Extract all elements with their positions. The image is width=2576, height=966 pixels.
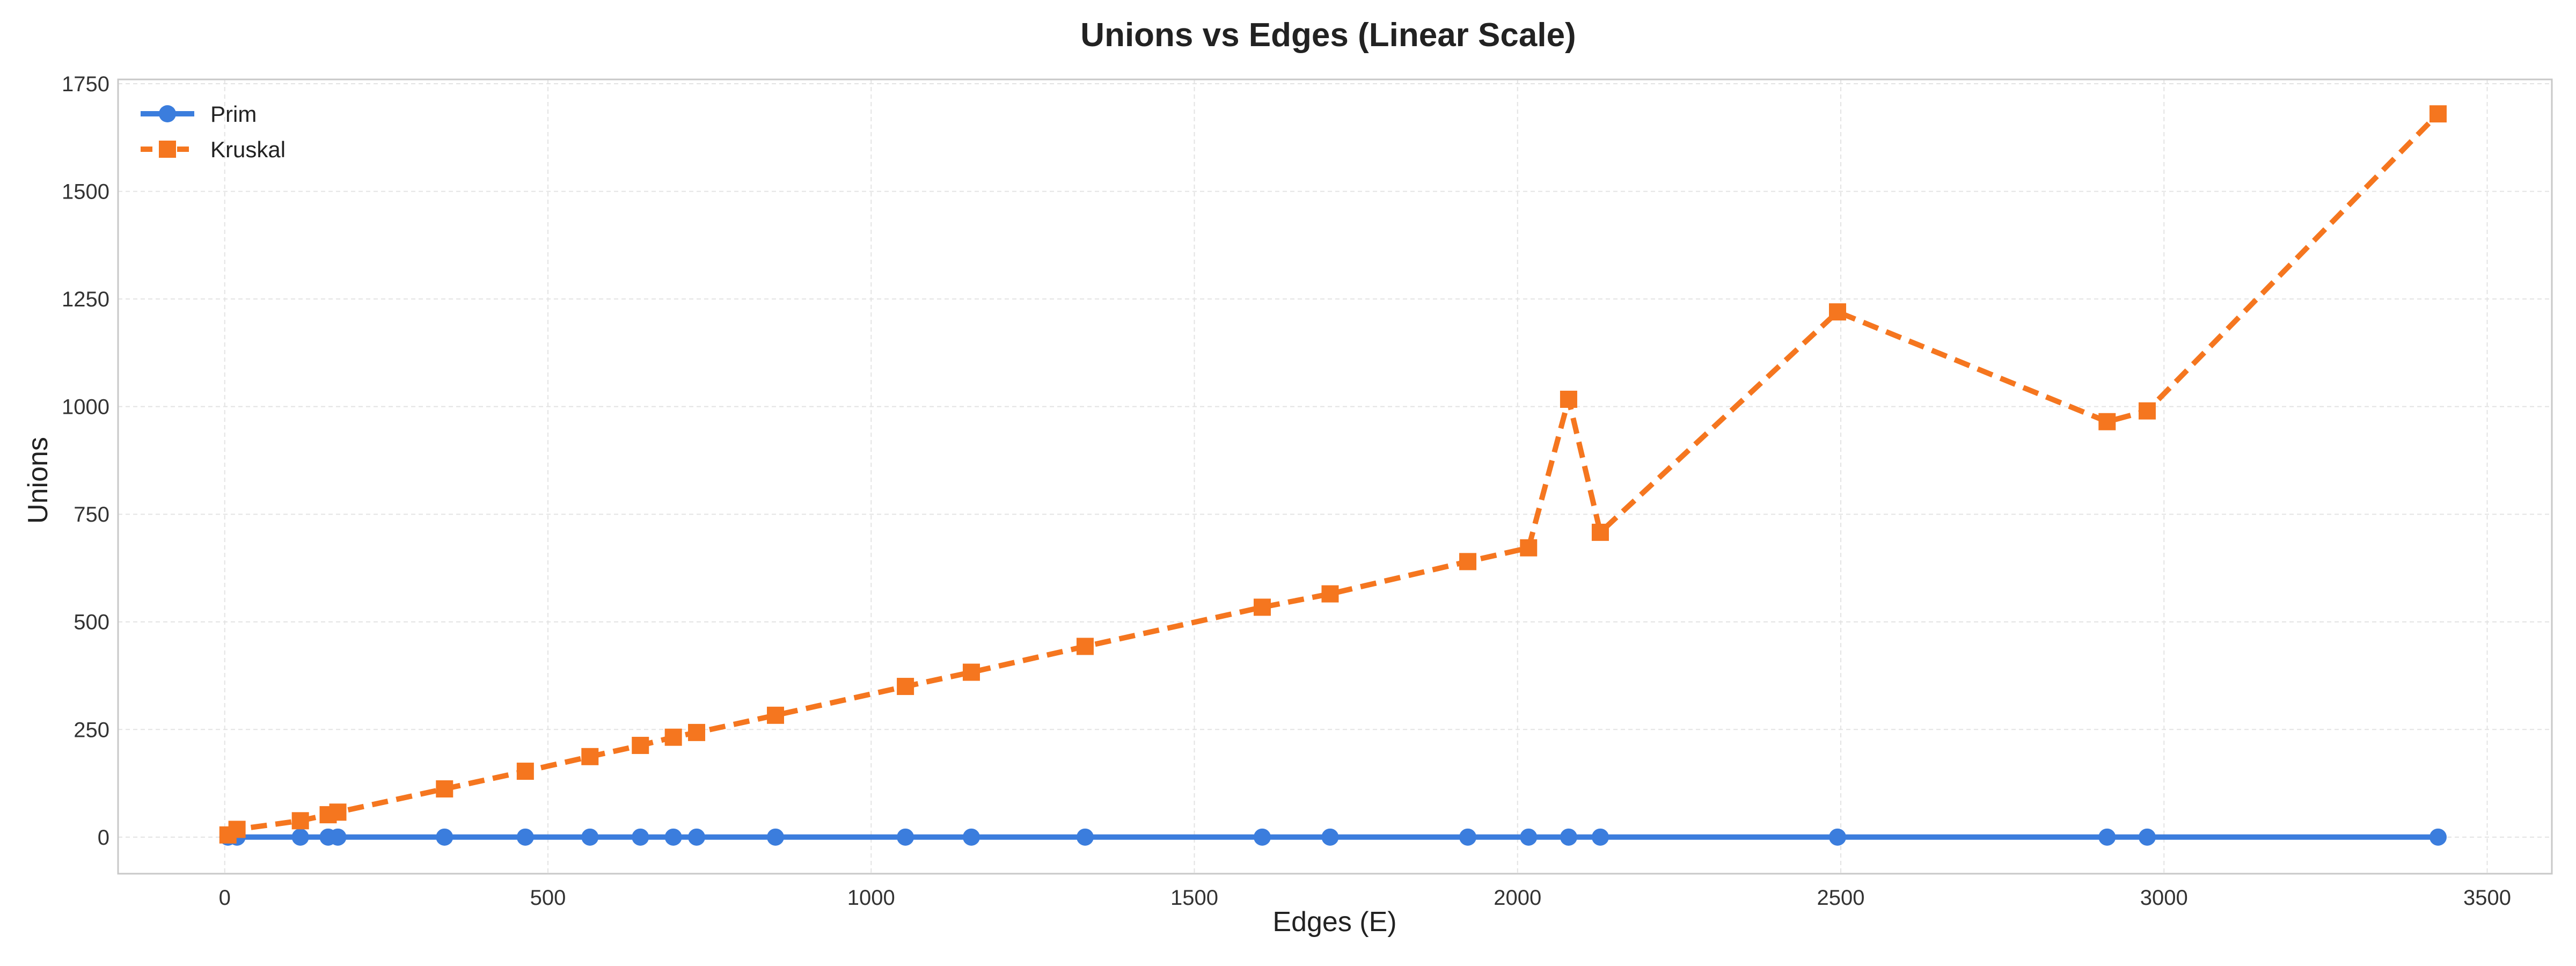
- data-point: [1560, 828, 1577, 846]
- data-point: [1321, 828, 1339, 846]
- y-tick-label: 1000: [62, 396, 109, 419]
- chart-title: Unions vs Edges (Linear Scale): [1080, 17, 1576, 54]
- y-axis-label: Unions: [23, 437, 54, 524]
- data-point: [1253, 828, 1271, 846]
- series-kruskal: [219, 105, 2447, 844]
- data-point: [1459, 553, 1477, 570]
- y-tick-label: 1500: [62, 180, 109, 204]
- data-point: [1076, 828, 1094, 846]
- data-point: [436, 780, 453, 797]
- data-point: [962, 663, 980, 681]
- legend-item-kruskal: Kruskal: [141, 137, 286, 162]
- data-point: [2138, 402, 2156, 420]
- data-point: [632, 828, 649, 846]
- data-point: [1520, 539, 1538, 557]
- series-prim: [219, 828, 2447, 846]
- data-point: [1520, 828, 1538, 846]
- data-point: [1459, 828, 1477, 846]
- y-tick-label: 0: [98, 826, 109, 850]
- data-point: [1829, 303, 1847, 321]
- data-point: [766, 706, 784, 724]
- plot-frame: [117, 78, 2553, 875]
- data-point: [688, 723, 706, 741]
- x-tick-label: 3500: [2463, 886, 2511, 910]
- data-point: [1829, 828, 1847, 846]
- data-point: [329, 803, 347, 821]
- legend-label: Kruskal: [210, 137, 286, 162]
- y-tick-label: 750: [74, 503, 109, 526]
- data-point: [1591, 828, 1609, 846]
- data-point: [516, 828, 534, 846]
- x-axis-label: Edges (E): [1272, 906, 1396, 938]
- series-line-kruskal: [226, 112, 2440, 838]
- y-tick-label: 1250: [62, 288, 109, 311]
- x-tick-label: 1000: [847, 886, 895, 910]
- data-point: [291, 812, 309, 830]
- data-point: [329, 828, 347, 846]
- data-point: [581, 828, 599, 846]
- x-tick-label: 2500: [1817, 886, 1865, 910]
- data-point: [897, 828, 914, 846]
- data-point: [516, 763, 534, 780]
- x-tick-label: 0: [219, 886, 231, 910]
- data-point: [664, 828, 682, 846]
- data-point: [897, 678, 914, 696]
- series: [219, 105, 2447, 846]
- legend-marker: [159, 105, 176, 122]
- legend-item-prim: Prim: [141, 101, 257, 127]
- data-point: [1560, 391, 1577, 408]
- legend-marker: [159, 141, 176, 158]
- x-tick-label: 3000: [2140, 886, 2188, 910]
- x-tick-label: 2000: [1494, 886, 1541, 910]
- data-point: [2098, 828, 2116, 846]
- data-point: [688, 828, 706, 846]
- axis-ticks: 0 500 1000 1500 2000 2500 3000 3500 0 250 500 750 10…: [62, 72, 2511, 910]
- y-tick-label: 1750: [62, 72, 109, 96]
- data-point: [2098, 413, 2116, 430]
- y-tick-label: 250: [74, 718, 109, 742]
- data-point: [962, 828, 980, 846]
- y-tick-label: 500: [74, 611, 109, 634]
- data-point: [2429, 105, 2447, 123]
- grid: [118, 79, 2552, 874]
- data-point: [291, 828, 309, 846]
- data-point: [228, 821, 246, 838]
- data-point: [664, 728, 682, 746]
- data-point: [766, 828, 784, 846]
- data-point: [1253, 598, 1271, 616]
- x-tick-label: 500: [530, 886, 566, 910]
- legend-label: Prim: [210, 101, 257, 127]
- data-point: [632, 736, 649, 754]
- data-point: [2138, 828, 2156, 846]
- data-point: [581, 748, 599, 765]
- data-point: [2429, 828, 2447, 846]
- x-tick-label: 1500: [1170, 886, 1218, 910]
- data-point: [1076, 638, 1094, 655]
- data-point: [436, 828, 453, 846]
- legend: Prim Kruskal: [141, 101, 286, 162]
- data-point: [1321, 585, 1339, 603]
- data-point: [1591, 523, 1609, 541]
